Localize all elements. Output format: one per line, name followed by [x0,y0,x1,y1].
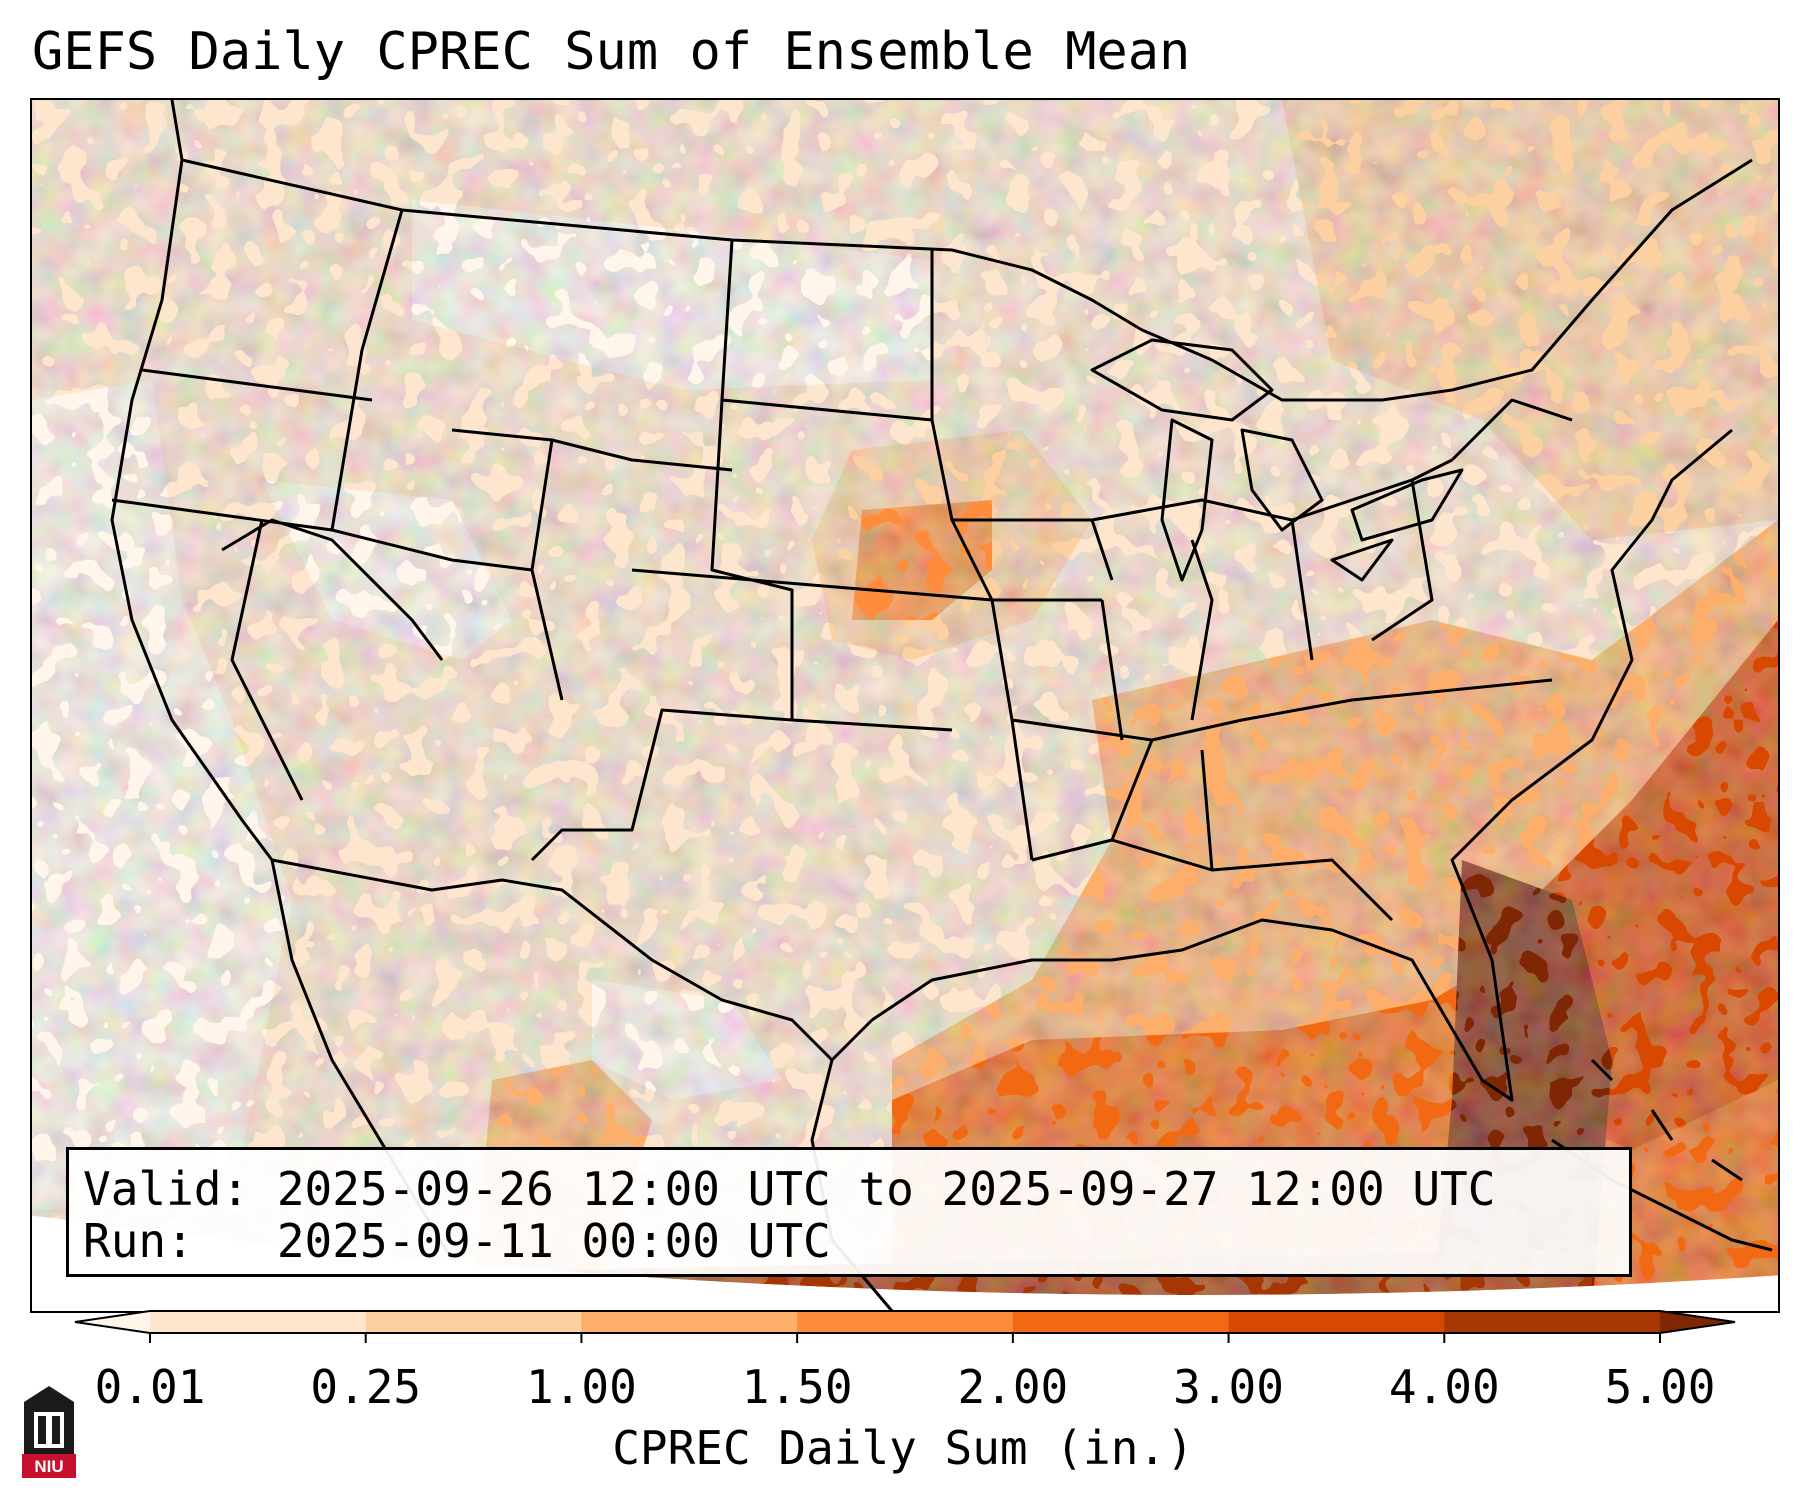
chart-title: GEFS Daily CPREC Sum of Ensemble Mean [32,22,1191,82]
colorbar-label: CPREC Daily Sum (in.) [612,1421,1194,1475]
run-time-label: Run: 2025-09-11 00:00 UTC [83,1214,831,1268]
colorbar-extend-high [1660,1311,1735,1333]
colorbar-tick-label: 1.00 [526,1360,637,1414]
colorbar-tick-label: 0.25 [310,1360,422,1414]
colorbar-segment [1012,1311,1230,1333]
colorbar-segment [1444,1311,1661,1333]
state-borders-west [111,209,993,862]
colorbar-segment [1228,1311,1445,1333]
colorbar-segment [150,1311,367,1333]
colorbar-extend-low [75,1311,150,1333]
outside-domain [32,1215,1778,1311]
map-frame [30,98,1780,1313]
precip-map [32,100,1778,1311]
us-mexico-border [271,858,874,1062]
precip-field [32,100,1778,1295]
state-borders-central [930,250,1573,922]
colorbar-tick-label: 5.00 [1604,1360,1716,1414]
gulf-coast [871,428,1733,1102]
borders [110,100,1773,1311]
us-canada-border [170,100,1753,402]
logo-badge [22,1454,76,1478]
west-coast [110,159,274,861]
colorbar-tick-label: 1.50 [741,1360,853,1414]
colorbar-segment [365,1311,582,1333]
colorbar [74,1310,1736,1343]
colorbar-tick-label: 0.01 [94,1360,206,1414]
valid-time-label: Valid: 2025-09-26 12:00 UTC to 2025-09-2… [83,1162,1496,1216]
niu-logo: NIU [22,1386,76,1478]
valid-run-info-box: Valid: 2025-09-26 12:00 UTC to 2025-09-2… [66,1147,1632,1277]
cuba-bahamas [1551,1058,1773,1252]
pixel-texture [32,100,1778,1295]
colorbar-segment [581,1311,798,1333]
colorbar-tick-label: 3.00 [1173,1360,1284,1414]
colorbar-segment [797,1311,1014,1333]
great-lakes [1090,338,1464,582]
colorbar-tick-label: 4.00 [1388,1360,1500,1414]
logo-text: NIU [34,1457,63,1476]
colorbar-tick-label: 2.00 [957,1360,1069,1414]
